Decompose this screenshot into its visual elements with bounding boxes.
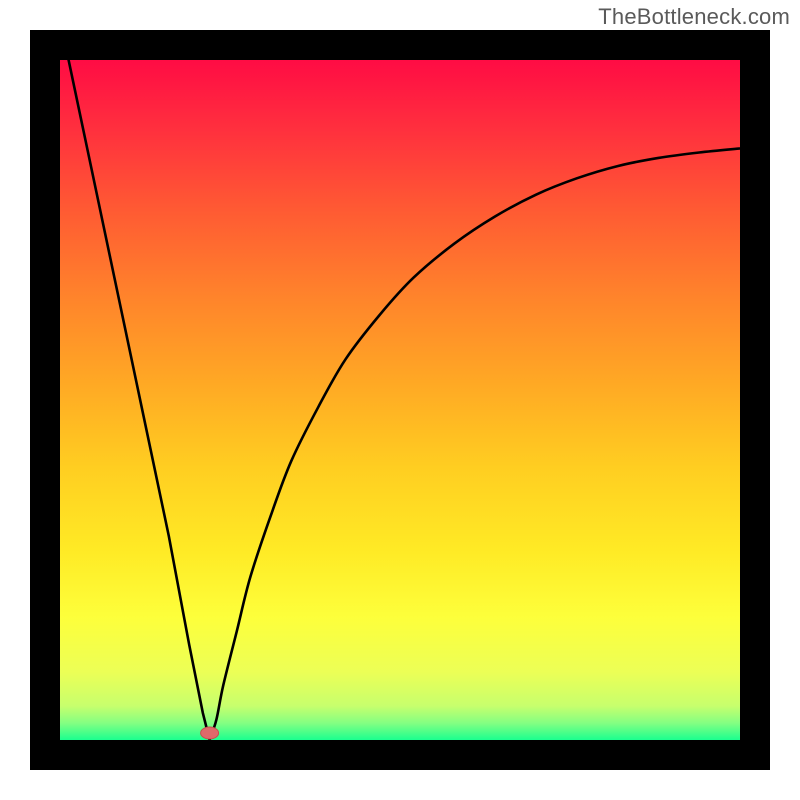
chart-container: TheBottleneck.com xyxy=(0,0,800,800)
bottleneck-chart xyxy=(0,0,800,800)
watermark-text: TheBottleneck.com xyxy=(598,4,790,30)
minimum-marker xyxy=(201,727,219,739)
